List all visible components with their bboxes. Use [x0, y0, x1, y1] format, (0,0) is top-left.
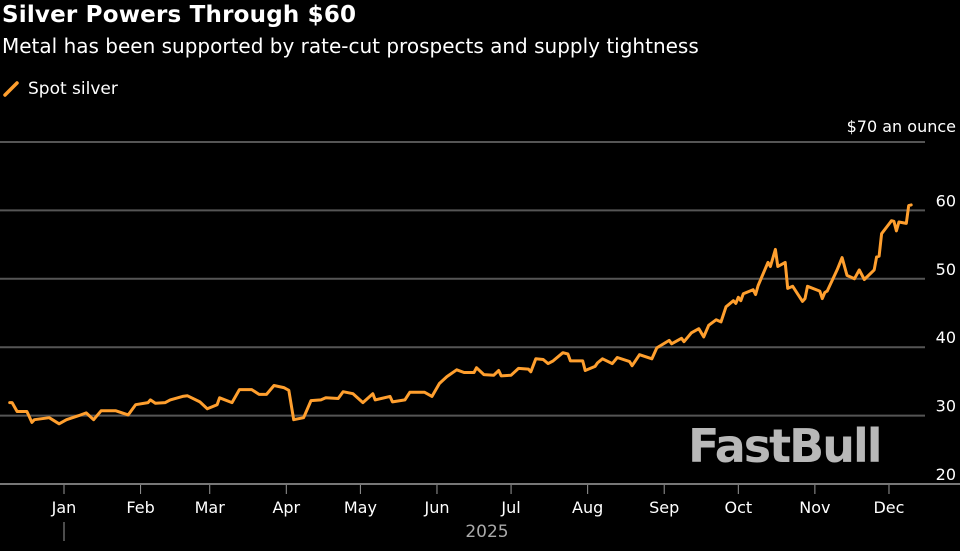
x-tick-label: Apr [272, 498, 300, 517]
x-tick-label: Aug [572, 498, 603, 517]
y-tick-label: 20 [936, 465, 956, 484]
y-tick-label: 60 [936, 191, 956, 210]
series-line-spot-silver [8, 203, 913, 426]
legend-line-icon [3, 81, 19, 97]
chart-title: Silver Powers Through $60 [2, 2, 357, 28]
y-tick-label: 40 [936, 328, 956, 347]
y-tick-label: $70 an ounce [847, 117, 956, 136]
x-tick-label: May [344, 498, 377, 517]
x-tick-label: Sep [649, 498, 679, 517]
x-tick-label: Jul [500, 498, 520, 517]
x-tick-label: Nov [799, 498, 830, 517]
chart-subtitle: Metal has been supported by rate-cut pro… [2, 34, 699, 58]
legend-label: Spot silver [28, 79, 118, 99]
x-tick-label: Oct [724, 498, 752, 517]
x-year-label: 2025 [465, 522, 508, 542]
x-tick-label: Jun [423, 498, 449, 517]
y-tick-label: 50 [936, 260, 956, 279]
watermark-logo: FastBull [688, 419, 880, 473]
legend: Spot silver [2, 79, 118, 99]
y-tick-label: 30 [936, 397, 956, 416]
x-tick-label: Mar [195, 498, 226, 517]
x-tick-label: Feb [126, 498, 154, 517]
x-tick-label: Jan [51, 498, 77, 517]
x-tick-label: Dec [873, 498, 904, 517]
